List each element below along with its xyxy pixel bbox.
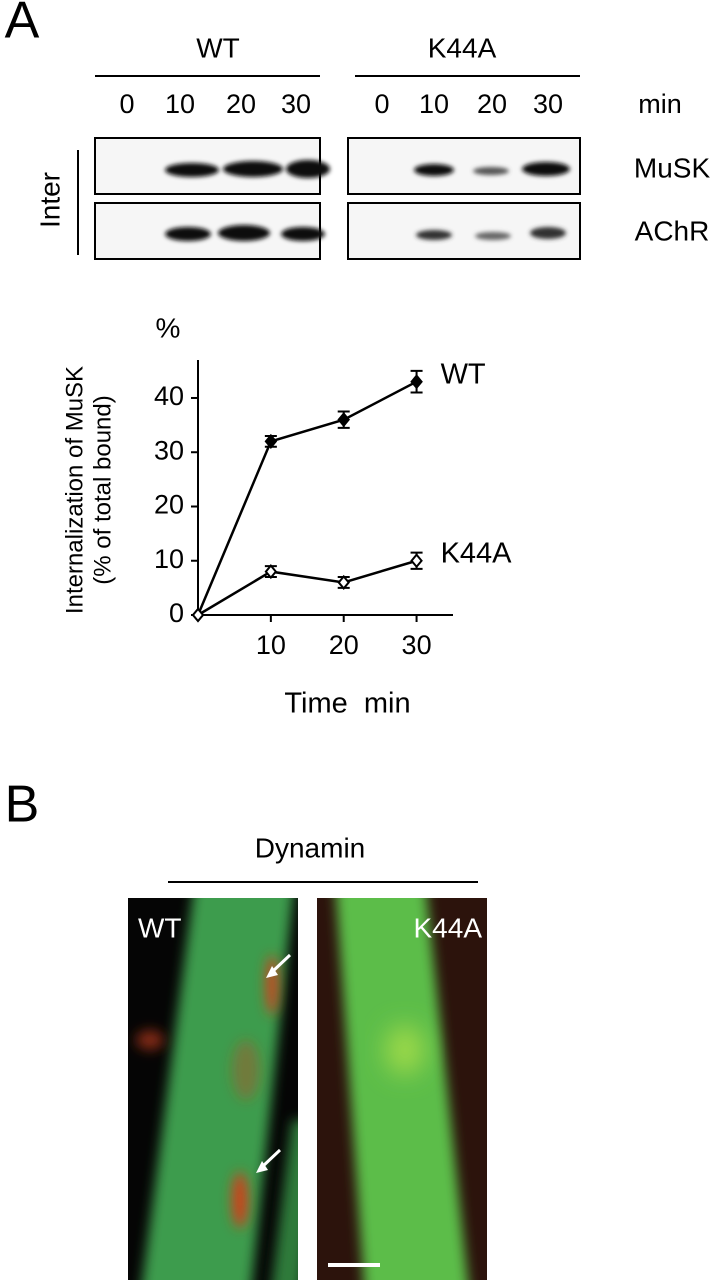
x-tick-label: 20 xyxy=(329,630,359,660)
lane-label: 20 xyxy=(477,89,507,119)
data-point xyxy=(264,433,278,449)
lane-label: 0 xyxy=(119,89,134,119)
data-point xyxy=(264,564,278,580)
group-label: K44A xyxy=(428,32,497,63)
lane-label: 20 xyxy=(226,89,256,119)
x-tick-label: 10 xyxy=(256,630,286,660)
lane-label: 30 xyxy=(533,89,563,119)
image-label: WT xyxy=(138,912,182,943)
x-axis-label: Time min xyxy=(284,688,410,720)
arrow xyxy=(256,953,292,1173)
blot xyxy=(94,137,581,260)
image-label: K44A xyxy=(414,912,483,943)
lane-label: 0 xyxy=(374,89,389,119)
lane-label: 10 xyxy=(419,89,449,119)
y-tick-label: 30 xyxy=(154,435,184,465)
data-point xyxy=(410,374,423,390)
side-label: Inter xyxy=(34,172,65,228)
row-label: MuSK xyxy=(634,152,711,183)
data-point xyxy=(191,607,205,623)
micrograph xyxy=(317,898,487,1280)
y-unit: % xyxy=(156,312,181,343)
data-point xyxy=(337,412,351,428)
panel-title: Dynamin xyxy=(255,832,365,863)
y-tick-label: 40 xyxy=(154,381,184,411)
y-axis-label: (% of total bound) xyxy=(89,395,116,584)
y-tick-label: 20 xyxy=(154,490,184,520)
series-label: K44A xyxy=(441,537,513,569)
y-axis-label: Internalization of MuSK xyxy=(61,366,88,614)
data-point xyxy=(337,574,351,591)
unit-label: min xyxy=(638,89,682,119)
lane-label: 10 xyxy=(165,89,195,119)
x-tick-label: 30 xyxy=(402,630,432,660)
group-label: WT xyxy=(196,32,240,63)
y-tick-label: 0 xyxy=(169,598,184,628)
micrograph xyxy=(128,898,298,1280)
line-chart: % 0 10 20 30 40 10 20 30 Time min Internalization … xyxy=(61,312,512,719)
panel-label: B xyxy=(5,776,40,834)
series-line xyxy=(196,380,418,616)
panel-label: A xyxy=(5,0,40,50)
data-point xyxy=(410,553,423,569)
lane-label: 30 xyxy=(281,89,311,119)
series-label: WT xyxy=(441,358,486,390)
series-line xyxy=(197,559,417,617)
y-tick-label: 10 xyxy=(154,544,184,574)
row-label: AChR xyxy=(635,215,710,246)
